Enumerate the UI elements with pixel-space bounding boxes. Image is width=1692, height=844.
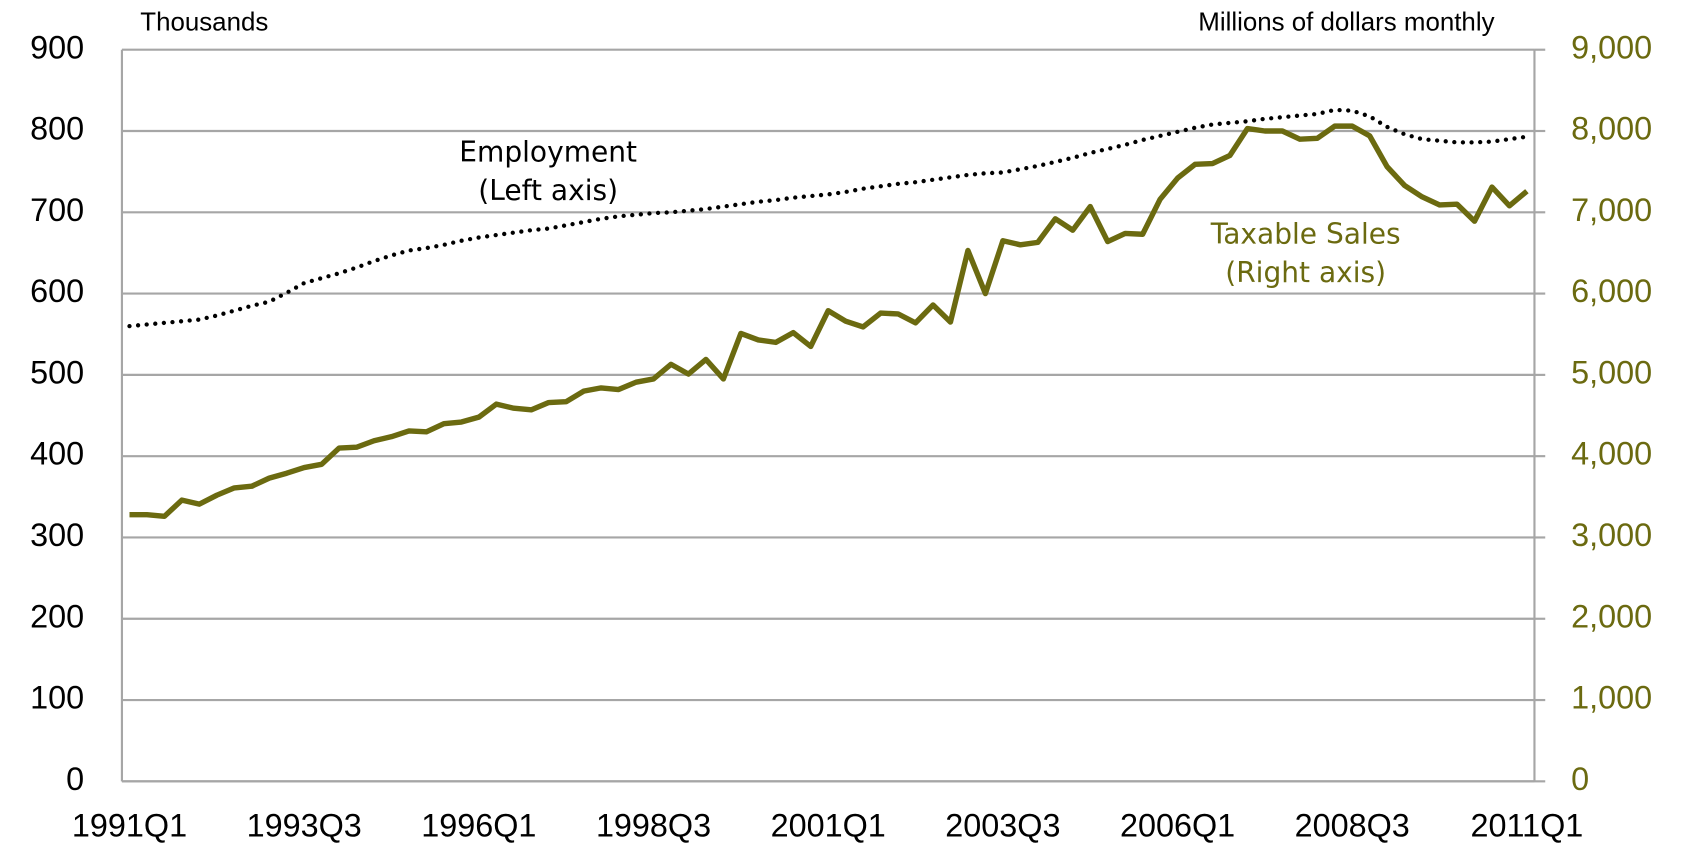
y2-tick-label: 5,000 [1571,354,1652,390]
series-annotation: Taxable Sales [1210,217,1401,250]
x-tick-label: 1991Q1 [72,807,187,843]
x-tick-label: 2003Q3 [945,807,1060,843]
y-tick-label: 0 [66,761,84,797]
y2-tick-label: 0 [1571,761,1589,797]
series-annotation: Employment [459,135,637,168]
y2-tick-label: 7,000 [1571,192,1652,228]
x-tick-label: 2001Q1 [771,807,886,843]
y-tick-label: 600 [30,273,84,309]
y-tick-label: 100 [30,680,84,716]
y2-tick-label: 9,000 [1571,29,1652,65]
y2-tick-label: 4,000 [1571,436,1652,472]
y-tick-label: 800 [30,111,84,147]
x-tick-label: 2006Q1 [1120,807,1235,843]
series-annotation: (Right axis) [1225,256,1386,289]
left-unit-label: Thousands [140,9,268,37]
y2-tick-label: 1,000 [1571,680,1652,716]
y2-tick-label: 3,000 [1571,517,1652,553]
y-tick-label: 900 [30,29,84,65]
x-tick-label: 2011Q1 [1471,807,1584,843]
right-unit-label: Millions of dollars monthly [1198,9,1494,37]
y-tick-label: 700 [30,192,84,228]
y2-tick-label: 8,000 [1571,111,1652,147]
y-tick-label: 500 [30,354,84,390]
x-tick-label: 1996Q1 [421,807,536,843]
y-tick-label: 300 [30,517,84,553]
y-tick-label: 200 [30,598,84,634]
y-tick-label: 400 [30,436,84,472]
series-line [129,123,1529,520]
y2-tick-label: 2,000 [1571,598,1652,634]
x-tick-label: 1993Q3 [247,807,362,843]
series-annotation: (Left axis) [478,174,618,207]
x-tick-label: 1998Q3 [596,807,711,843]
series-line [127,107,1530,329]
y2-tick-label: 6,000 [1571,273,1652,309]
x-tick-label: 2008Q3 [1295,807,1410,843]
